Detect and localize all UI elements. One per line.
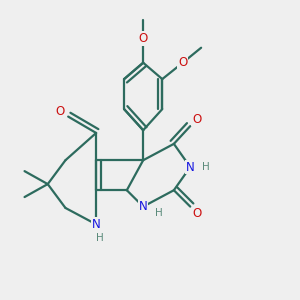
Text: O: O <box>178 56 188 69</box>
Text: O: O <box>192 207 202 220</box>
Text: O: O <box>192 112 201 126</box>
Text: N: N <box>92 218 100 231</box>
Text: N: N <box>186 160 195 173</box>
Text: H: H <box>155 208 163 218</box>
Text: O: O <box>139 32 148 45</box>
Text: H: H <box>96 233 104 243</box>
Text: O: O <box>55 105 64 118</box>
Text: H: H <box>202 162 210 172</box>
Text: N: N <box>139 200 148 213</box>
